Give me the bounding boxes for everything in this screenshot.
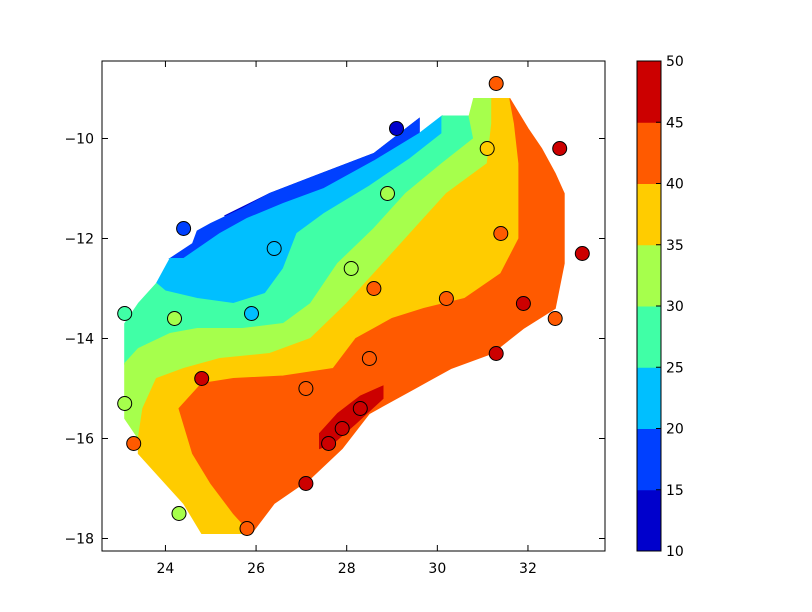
data-point: [171, 506, 187, 521]
data-point: [488, 76, 504, 91]
plot-area: [117, 76, 590, 536]
data-point: [361, 351, 377, 366]
x-axis: 24 26 28 30 32: [157, 61, 537, 577]
colorbar-segment-20-25: [637, 367, 661, 429]
colorbar-tick-label: 35: [666, 238, 684, 254]
colorbar-segment-15-20: [637, 428, 661, 491]
colorbar-tick-label: 25: [666, 360, 684, 376]
colorbar-segment-40-45: [637, 122, 661, 184]
data-point: [366, 281, 382, 296]
data-point: [488, 346, 504, 361]
y-tick-label: −10: [64, 132, 94, 148]
colorbar-segment-30-35: [637, 244, 661, 307]
scatter-points: [117, 76, 590, 536]
x-tick-label: 32: [519, 561, 537, 577]
data-point: [343, 261, 359, 276]
colorbar-tick-label: 40: [666, 177, 684, 193]
colorbar-tick-label: 30: [666, 299, 684, 315]
x-tick-label: 30: [428, 561, 446, 577]
data-point: [547, 311, 563, 326]
colorbar-tick-label: 45: [666, 115, 684, 131]
colorbar: 10 15 20 25 30 35 40 45 50: [636, 54, 684, 560]
data-point: [334, 421, 350, 436]
colorbar-segment-45-50: [637, 61, 661, 123]
data-point: [438, 291, 454, 306]
x-tick-label: 28: [338, 561, 356, 577]
data-point: [298, 381, 314, 396]
data-point: [389, 121, 404, 136]
data-point: [574, 246, 590, 261]
data-point: [244, 306, 259, 321]
data-point: [380, 186, 395, 201]
y-tick-label: −14: [64, 332, 94, 348]
plot-frame: [101, 60, 606, 552]
data-point: [266, 241, 282, 256]
data-point: [321, 436, 337, 451]
colorbar-tick-label: 50: [666, 54, 684, 70]
contour-bands: [124, 98, 565, 535]
colorbar-tick-label: 20: [666, 422, 684, 438]
data-point: [194, 371, 210, 386]
data-point: [493, 226, 509, 241]
data-point: [352, 401, 368, 416]
y-tick-label: −16: [64, 432, 94, 448]
data-point: [126, 436, 142, 451]
data-point: [515, 296, 531, 311]
data-point: [298, 476, 314, 491]
data-point: [552, 141, 568, 156]
y-tick-label: −12: [64, 232, 94, 248]
colorbar-tick-label: 15: [666, 483, 684, 499]
data-point: [479, 141, 495, 156]
data-point: [167, 311, 182, 326]
colorbar-segment-10-15: [637, 489, 661, 552]
x-tick-label: 24: [157, 561, 175, 577]
colorbar-tick-label: 10: [666, 544, 684, 560]
colorbar-segment-35-40: [637, 183, 661, 246]
y-axis: −10 −12 −14 −16 −18: [64, 132, 605, 548]
data-point: [117, 396, 133, 411]
colorbar-segment-25-30: [637, 306, 661, 368]
data-point: [176, 221, 192, 236]
data-point: [239, 521, 255, 536]
y-tick-label: −18: [64, 532, 94, 548]
data-point: [117, 306, 133, 321]
x-tick-label: 26: [247, 561, 265, 577]
contour-band-40-45: [178, 98, 565, 535]
